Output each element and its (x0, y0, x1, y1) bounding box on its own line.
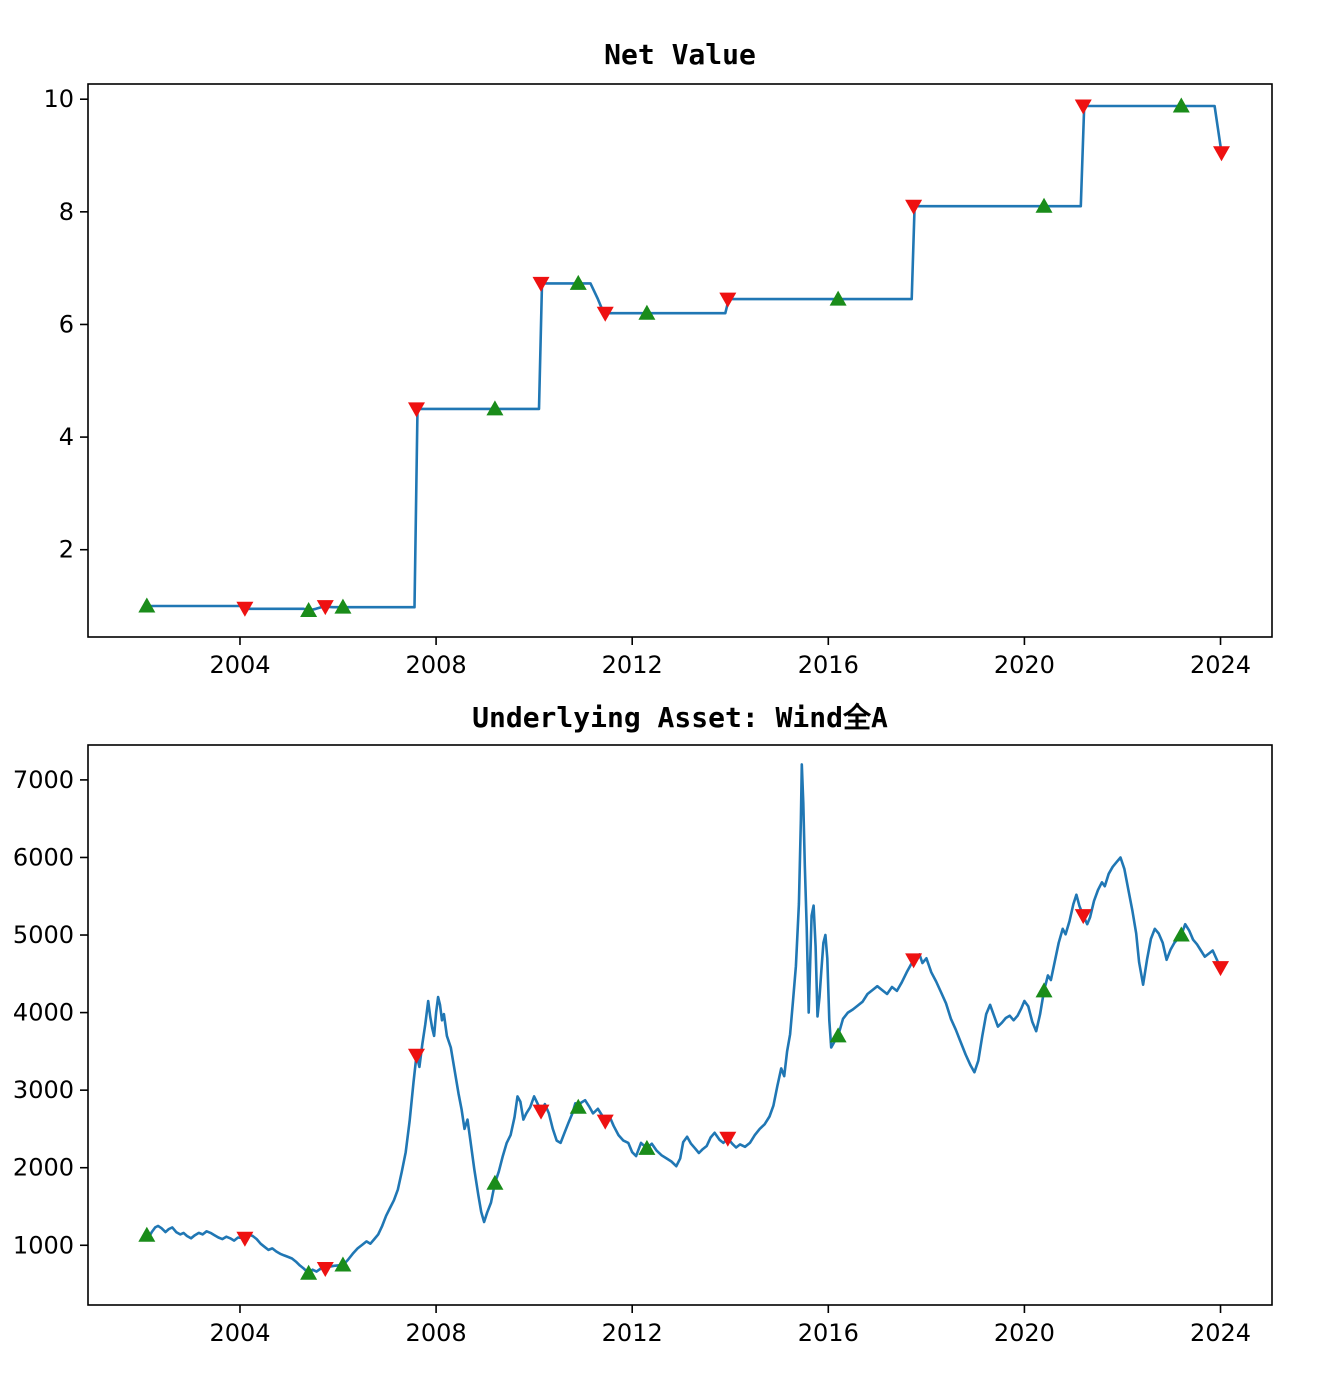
x-tick-label: 2012 (602, 1319, 663, 1347)
axes-frame (87, 744, 1273, 1306)
y-tick-label: 2000 (13, 1154, 74, 1182)
sell-marker-icon (719, 292, 737, 308)
y-tick-label: 7000 (13, 766, 74, 794)
x-tick-label: 2016 (798, 1319, 859, 1347)
series-line (141, 763, 1222, 1275)
subplot-net-value: 2004 2008 2012 2016 2020 2024 2 4 6 8 10 Net Value (43, 38, 1273, 679)
sell-marker-icon (905, 953, 923, 969)
sell-marker-icon (596, 1114, 614, 1130)
sell-marker-icon (316, 1262, 334, 1278)
x-tick-label: 2024 (1190, 1319, 1251, 1347)
buy-marker-icon (486, 400, 504, 416)
x-tick-label: 2004 (209, 1319, 270, 1347)
sell-marker-icon (905, 199, 923, 215)
buy-marker-icon (334, 1256, 352, 1272)
buy-marker-icon (300, 602, 318, 618)
x-tick-label: 2024 (1190, 651, 1251, 679)
buy-marker-icon (638, 1139, 656, 1155)
x-tick-label: 2004 (209, 651, 270, 679)
sell-marker-icon (407, 402, 425, 418)
chart-title: Underlying Asset: Wind全A (472, 701, 888, 734)
buy-marker-icon (569, 1098, 587, 1114)
sell-marker-icon (719, 1131, 737, 1147)
axes-frame (87, 83, 1273, 638)
buy-marker-icon (1035, 982, 1053, 998)
y-tick-label: 4000 (13, 999, 74, 1027)
x-tick-label: 2020 (994, 1319, 1055, 1347)
sell-marker-icon (596, 306, 614, 322)
buy-marker-icon (300, 1264, 318, 1280)
y-tick-label: 6 (59, 310, 74, 338)
buy-marker-icon (138, 597, 156, 613)
x-tick-label: 2012 (602, 651, 663, 679)
sell-marker-icon (1213, 146, 1231, 162)
y-tick-label: 2 (59, 536, 74, 564)
buy-marker-icon (1035, 197, 1053, 213)
sell-marker-icon (316, 600, 334, 616)
sell-marker-icon (532, 276, 550, 292)
buy-marker-icon (638, 304, 656, 320)
sell-marker-icon (1074, 99, 1092, 115)
sell-marker-icon (407, 1048, 425, 1064)
y-tick-label: 1000 (13, 1231, 74, 1259)
sell-marker-icon (236, 601, 254, 617)
buy-marker-icon (486, 1174, 504, 1190)
y-tick-label: 3000 (13, 1076, 74, 1104)
subplot-underlying-asset: 2004 2008 2012 2016 2020 2024 1000 2000 3000 4000… (13, 701, 1273, 1347)
x-tick-label: 2016 (798, 651, 859, 679)
buy-marker-icon (1172, 926, 1190, 942)
y-tick-label: 6000 (13, 843, 74, 871)
sell-marker-icon (1074, 909, 1092, 925)
x-tick-label: 2008 (406, 1319, 467, 1347)
buy-marker-icon (569, 274, 587, 290)
y-tick-label: 5000 (13, 921, 74, 949)
sell-marker-icon (532, 1104, 550, 1120)
y-tick-label: 8 (59, 198, 74, 226)
buy-marker-icon (334, 598, 352, 614)
buy-marker-icon (138, 1226, 156, 1242)
x-tick-label: 2008 (406, 651, 467, 679)
sell-marker-icon (1212, 961, 1230, 977)
series-line (145, 104, 1223, 612)
chart-title: Net Value (604, 38, 756, 71)
x-tick-label: 2020 (994, 651, 1055, 679)
y-tick-label: 10 (43, 85, 74, 113)
buy-marker-icon (1172, 97, 1190, 113)
buy-marker-icon (829, 1027, 847, 1043)
buy-marker-icon (829, 290, 847, 306)
sell-marker-icon (236, 1231, 254, 1247)
y-tick-label: 4 (59, 423, 74, 451)
